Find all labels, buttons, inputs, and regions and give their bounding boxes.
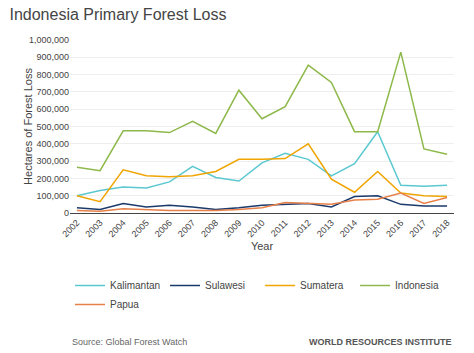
svg-text:Sulawesi: Sulawesi bbox=[205, 280, 245, 291]
svg-text:2018: 2018 bbox=[430, 218, 451, 239]
svg-text:Year: Year bbox=[251, 240, 274, 252]
svg-text:1,000,000: 1,000,000 bbox=[29, 35, 69, 45]
svg-text:300,000: 300,000 bbox=[36, 156, 69, 166]
svg-text:2010: 2010 bbox=[245, 218, 266, 239]
svg-text:2011: 2011 bbox=[269, 218, 290, 239]
svg-text:Indonesia: Indonesia bbox=[395, 280, 439, 291]
svg-text:Sumatera: Sumatera bbox=[300, 280, 344, 291]
svg-text:400,000: 400,000 bbox=[36, 139, 69, 149]
svg-text:2015: 2015 bbox=[361, 218, 382, 239]
svg-text:2003: 2003 bbox=[83, 218, 104, 239]
svg-text:2013: 2013 bbox=[315, 218, 336, 239]
svg-text:Hectares of Forest Loss: Hectares of Forest Loss bbox=[22, 68, 34, 185]
svg-text:2004: 2004 bbox=[107, 218, 128, 239]
svg-text:Papua: Papua bbox=[110, 299, 139, 310]
svg-text:900,000: 900,000 bbox=[36, 52, 69, 62]
svg-text:2005: 2005 bbox=[130, 218, 151, 239]
svg-text:200,000: 200,000 bbox=[36, 174, 69, 184]
svg-text:800,000: 800,000 bbox=[36, 70, 69, 80]
svg-text:2014: 2014 bbox=[338, 218, 359, 239]
svg-text:Indonesia Primary Forest Loss: Indonesia Primary Forest Loss bbox=[9, 6, 226, 23]
svg-text:2016: 2016 bbox=[384, 218, 405, 239]
svg-text:2002: 2002 bbox=[60, 218, 81, 239]
svg-text:WORLD RESOURCES INSTITUTE: WORLD RESOURCES INSTITUTE bbox=[309, 337, 452, 347]
svg-text:2017: 2017 bbox=[407, 218, 428, 239]
svg-text:2009: 2009 bbox=[222, 218, 243, 239]
svg-text:Source: Global Forest Watch: Source: Global Forest Watch bbox=[72, 337, 187, 347]
svg-text:2012: 2012 bbox=[292, 218, 313, 239]
svg-text:2007: 2007 bbox=[176, 218, 197, 239]
svg-text:600,000: 600,000 bbox=[36, 104, 69, 114]
svg-text:2006: 2006 bbox=[153, 218, 174, 239]
svg-text:700,000: 700,000 bbox=[36, 87, 69, 97]
svg-text:100,000: 100,000 bbox=[36, 191, 69, 201]
svg-text:Kalimantan: Kalimantan bbox=[110, 280, 160, 291]
svg-text:500,000: 500,000 bbox=[36, 122, 69, 132]
svg-text:0: 0 bbox=[64, 208, 69, 218]
svg-text:2008: 2008 bbox=[199, 218, 220, 239]
